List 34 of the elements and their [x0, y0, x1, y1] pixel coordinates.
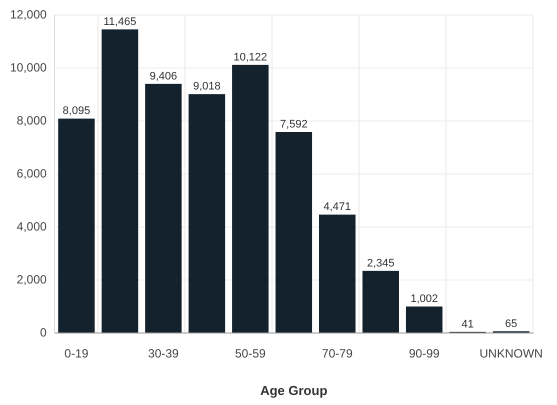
y-tick-label: 0 — [40, 325, 48, 340]
data-label: 9,018 — [193, 80, 221, 93]
data-label: 65 — [505, 318, 518, 330]
bar — [406, 306, 442, 332]
y-tick-label: 2,000 — [16, 272, 48, 286]
data-label: 9,406 — [150, 70, 178, 82]
x-axis-title: Age Group — [260, 382, 328, 398]
data-label: 41 — [462, 318, 474, 330]
bar — [319, 214, 356, 332]
data-label: 11,465 — [103, 16, 136, 28]
data-label: 2,345 — [366, 257, 395, 270]
bar — [145, 84, 182, 332]
x-tick-label: 30-39 — [148, 346, 180, 361]
data-label: 4,471 — [324, 201, 352, 214]
x-tick-label: 0-19 — [64, 346, 89, 361]
bar — [188, 94, 226, 332]
y-tick-label: 8,000 — [16, 113, 48, 128]
bar — [362, 270, 399, 332]
bar — [232, 64, 269, 332]
x-tick-label: 50-59 — [234, 346, 266, 361]
x-tick-label: UNKNOWN — [479, 346, 543, 361]
bar — [276, 132, 312, 332]
y-tick-label: 4,000 — [16, 219, 48, 234]
y-tick-label: 10,000 — [10, 60, 48, 74]
bar — [58, 118, 95, 332]
x-tick-label: 90-99 — [408, 346, 440, 361]
data-label: 1,002 — [410, 292, 438, 305]
x-tick-label: 70-79 — [322, 346, 353, 361]
data-label: 8,095 — [62, 105, 90, 118]
data-label: 10,122 — [233, 51, 268, 64]
y-tick-label: 12,000 — [10, 8, 48, 22]
bar — [102, 29, 138, 332]
y-tick-label: 6,000 — [16, 166, 48, 180]
data-label: 7,592 — [280, 118, 308, 130]
